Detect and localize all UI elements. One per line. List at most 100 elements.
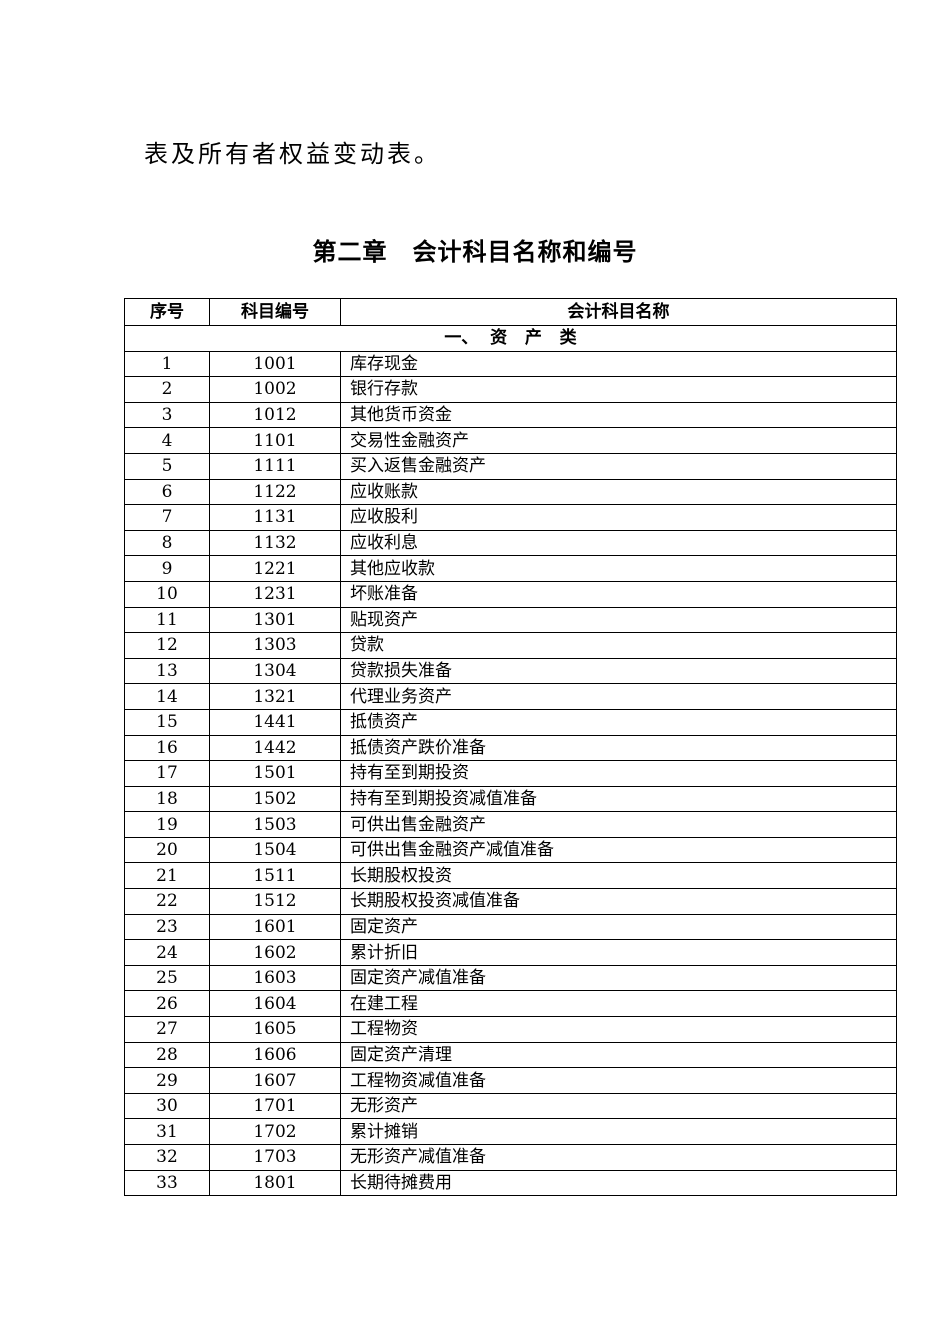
- cell-code: 1502: [209, 785, 341, 813]
- cell-index: 6: [124, 478, 210, 506]
- cell-name: 可供出售金融资产减值准备: [340, 836, 897, 864]
- cell-code: 1701: [209, 1092, 341, 1120]
- cell-code: 1001: [209, 350, 341, 378]
- cell-index: 31: [124, 1118, 210, 1145]
- cell-name: 固定资产: [340, 913, 897, 941]
- table-row: 8 1132 应收利息: [124, 529, 897, 557]
- table-row: 1 1001 库存现金: [124, 350, 897, 378]
- cell-index: 25: [124, 964, 210, 992]
- cell-index: 12: [124, 632, 210, 659]
- cell-code: 1703: [209, 1144, 341, 1171]
- intro-paragraph: 表及所有者权益变动表。: [144, 140, 441, 168]
- cell-index: 27: [124, 1016, 210, 1043]
- cell-code: 1511: [209, 862, 341, 890]
- table-row: 4 1101 交易性金融资产: [124, 427, 897, 454]
- cell-index: 23: [124, 913, 210, 941]
- cell-name: 应收股利: [340, 504, 897, 531]
- table-row: 19 1503 可供出售金融资产: [124, 811, 897, 838]
- cell-code: 1702: [209, 1118, 341, 1145]
- cell-index: 33: [124, 1169, 210, 1197]
- cell-code: 1111: [209, 452, 341, 480]
- table-row: 28 1606 固定资产清理: [124, 1041, 897, 1069]
- cell-index: 29: [124, 1067, 210, 1094]
- cell-index: 17: [124, 760, 210, 787]
- cell-index: 26: [124, 990, 210, 1018]
- table-row: 30 1701 无形资产: [124, 1092, 897, 1120]
- cell-name: 贷款: [340, 632, 897, 659]
- cell-index: 16: [124, 734, 210, 762]
- cell-index: 32: [124, 1144, 210, 1171]
- cell-code: 1441: [209, 708, 341, 736]
- cell-index: 3: [124, 401, 210, 429]
- table-row: 22 1512 长期股权投资减值准备: [124, 888, 897, 915]
- table-row: 12 1303 贷款: [124, 632, 897, 659]
- cell-index: 22: [124, 888, 210, 915]
- cell-code: 1504: [209, 836, 341, 864]
- table-row: 21 1511 长期股权投资: [124, 862, 897, 890]
- table-row: 32 1703 无形资产减值准备: [124, 1144, 897, 1171]
- cell-name: 固定资产清理: [340, 1041, 897, 1069]
- cell-index: 2: [124, 376, 210, 403]
- header-name: 会计科目名称: [340, 298, 897, 326]
- cell-index: 4: [124, 427, 210, 454]
- cell-index: 8: [124, 529, 210, 557]
- table-row: 33 1801 长期待摊费用: [124, 1169, 897, 1197]
- cell-name: 抵债资产: [340, 708, 897, 736]
- cell-code: 1512: [209, 888, 341, 915]
- cell-name: 无形资产减值准备: [340, 1144, 897, 1171]
- cell-code: 1604: [209, 990, 341, 1018]
- header-index: 序号: [124, 298, 210, 326]
- cell-code: 1131: [209, 504, 341, 531]
- cell-code: 1601: [209, 913, 341, 941]
- cell-index: 9: [124, 555, 210, 582]
- cell-code: 1304: [209, 657, 341, 685]
- cell-name: 买入返售金融资产: [340, 452, 897, 480]
- cell-name: 无形资产: [340, 1092, 897, 1120]
- table-row: 25 1603 固定资产减值准备: [124, 964, 897, 992]
- table-row: 26 1604 在建工程: [124, 990, 897, 1018]
- table-row: 16 1442 抵债资产跌价准备: [124, 734, 897, 762]
- cell-name: 可供出售金融资产: [340, 811, 897, 838]
- table-row: 27 1605 工程物资: [124, 1016, 897, 1043]
- cell-name: 持有至到期投资: [340, 760, 897, 787]
- section-title: 一、 资 产 类: [124, 325, 897, 352]
- cell-name: 其他应收款: [340, 555, 897, 582]
- cell-code: 1132: [209, 529, 341, 557]
- cell-code: 1221: [209, 555, 341, 582]
- cell-code: 1101: [209, 427, 341, 454]
- section-row: 一、 资 产 类: [124, 325, 897, 352]
- cell-code: 1602: [209, 939, 341, 966]
- header-code: 科目编号: [209, 298, 341, 326]
- cell-index: 21: [124, 862, 210, 890]
- cell-index: 7: [124, 504, 210, 531]
- cell-code: 1603: [209, 964, 341, 992]
- cell-code: 1231: [209, 580, 341, 608]
- cell-code: 1501: [209, 760, 341, 787]
- cell-name: 在建工程: [340, 990, 897, 1018]
- cell-name: 应收账款: [340, 478, 897, 506]
- cell-name: 其他货币资金: [340, 401, 897, 429]
- account-table: 序号 科目编号 会计科目名称 一、 资 产 类 1 1001 库存现金 2 1002 银行…: [124, 298, 897, 1197]
- table-row: 31 1702 累计摊销: [124, 1118, 897, 1145]
- table-row: 11 1301 贴现资产: [124, 606, 897, 634]
- cell-name: 长期股权投资: [340, 862, 897, 890]
- cell-name: 坏账准备: [340, 580, 897, 608]
- cell-index: 1: [124, 350, 210, 378]
- table-row: 23 1601 固定资产: [124, 913, 897, 941]
- cell-name: 工程物资减值准备: [340, 1067, 897, 1094]
- table-row: 18 1502 持有至到期投资减值准备: [124, 785, 897, 813]
- table-row: 10 1231 坏账准备: [124, 580, 897, 608]
- table-row: 3 1012 其他货币资金: [124, 401, 897, 429]
- cell-name: 交易性金融资产: [340, 427, 897, 454]
- cell-index: 14: [124, 683, 210, 710]
- cell-index: 28: [124, 1041, 210, 1069]
- table-row: 13 1304 贷款损失准备: [124, 657, 897, 685]
- table-row: 14 1321 代理业务资产: [124, 683, 897, 710]
- table-row: 7 1131 应收股利: [124, 504, 897, 531]
- cell-name: 抵债资产跌价准备: [340, 734, 897, 762]
- cell-index: 10: [124, 580, 210, 608]
- cell-name: 累计折旧: [340, 939, 897, 966]
- cell-code: 1503: [209, 811, 341, 838]
- cell-name: 累计摊销: [340, 1118, 897, 1145]
- cell-name: 贴现资产: [340, 606, 897, 634]
